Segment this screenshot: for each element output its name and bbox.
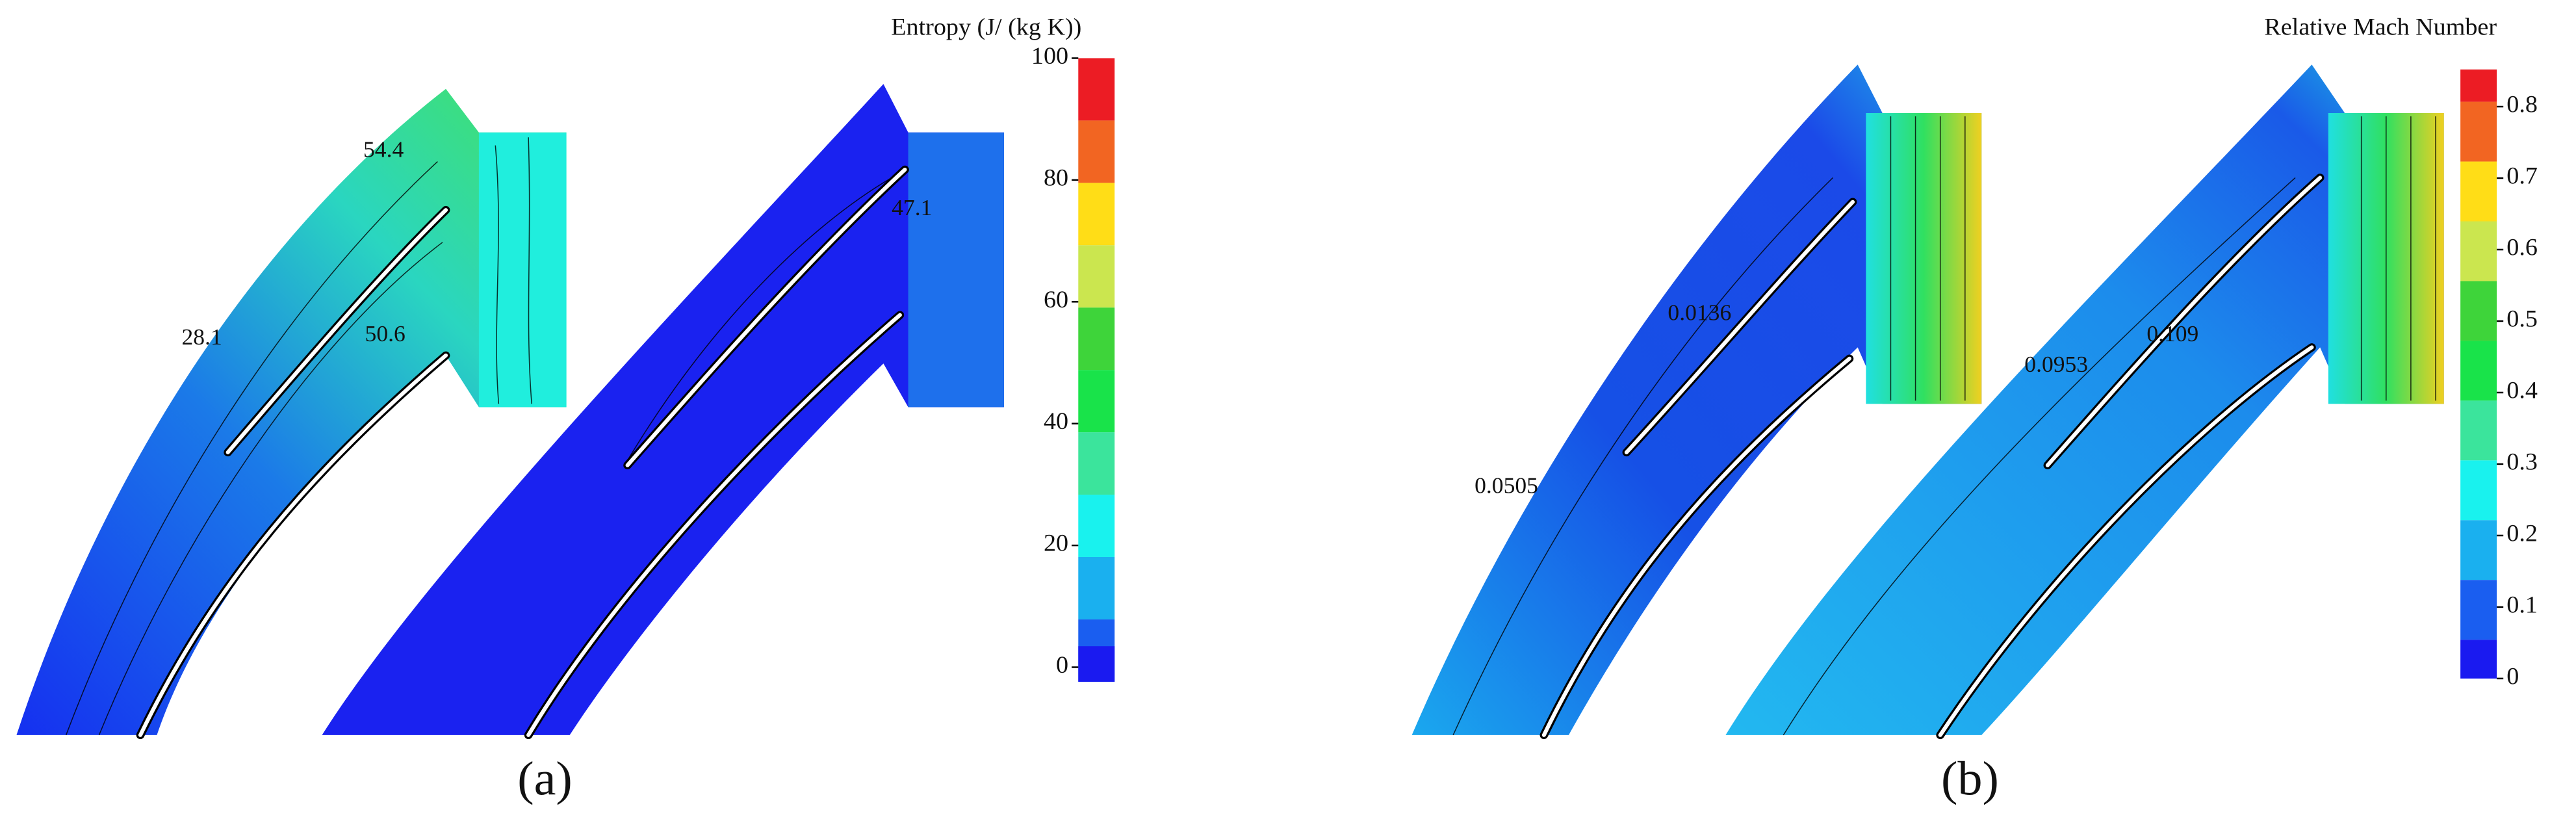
tick-label: 20 — [1044, 530, 1068, 557]
tick-label: 0.6 — [2506, 234, 2538, 261]
annotation: 0.0136 — [1668, 300, 1731, 326]
annotation: 47.1 — [892, 195, 932, 220]
tick-label: 0.5 — [2506, 306, 2538, 333]
annotation: 28.1 — [182, 324, 222, 350]
annotation: 0.0953 — [2024, 352, 2088, 378]
tick-label: 100 — [1031, 42, 1068, 70]
tick-label: 0.3 — [2506, 448, 2538, 476]
annotation: 50.6 — [365, 321, 406, 346]
annotation: 0.109 — [2146, 321, 2198, 346]
tick-label: 0 — [2506, 663, 2519, 690]
flow-field-a — [16, 84, 1004, 740]
tick-label: 0.4 — [2506, 377, 2538, 404]
tick-label: 60 — [1044, 286, 1068, 313]
tick-label: 40 — [1044, 408, 1068, 436]
tick-label: 0.8 — [2506, 91, 2538, 118]
colorbar-title: Relative Mach Number — [2264, 14, 2497, 41]
tick-label: 0.1 — [2506, 592, 2538, 619]
tick-label: 0.2 — [2506, 520, 2538, 547]
panel-label: (a) — [517, 752, 573, 805]
annotation: 54.4 — [363, 137, 404, 162]
colorbar-b — [2460, 69, 2497, 679]
panel-label: (b) — [1941, 752, 1999, 805]
colorbar-title: Entropy (J/ (kg K)) — [891, 14, 1081, 41]
tick-label: 0 — [1056, 651, 1068, 679]
colorbar-a — [1078, 58, 1115, 682]
flow-field-b — [1411, 64, 2444, 740]
tick-label: 0.7 — [2506, 162, 2538, 190]
tick-label: 80 — [1044, 164, 1068, 192]
annotation: 0.0505 — [1475, 473, 1538, 499]
